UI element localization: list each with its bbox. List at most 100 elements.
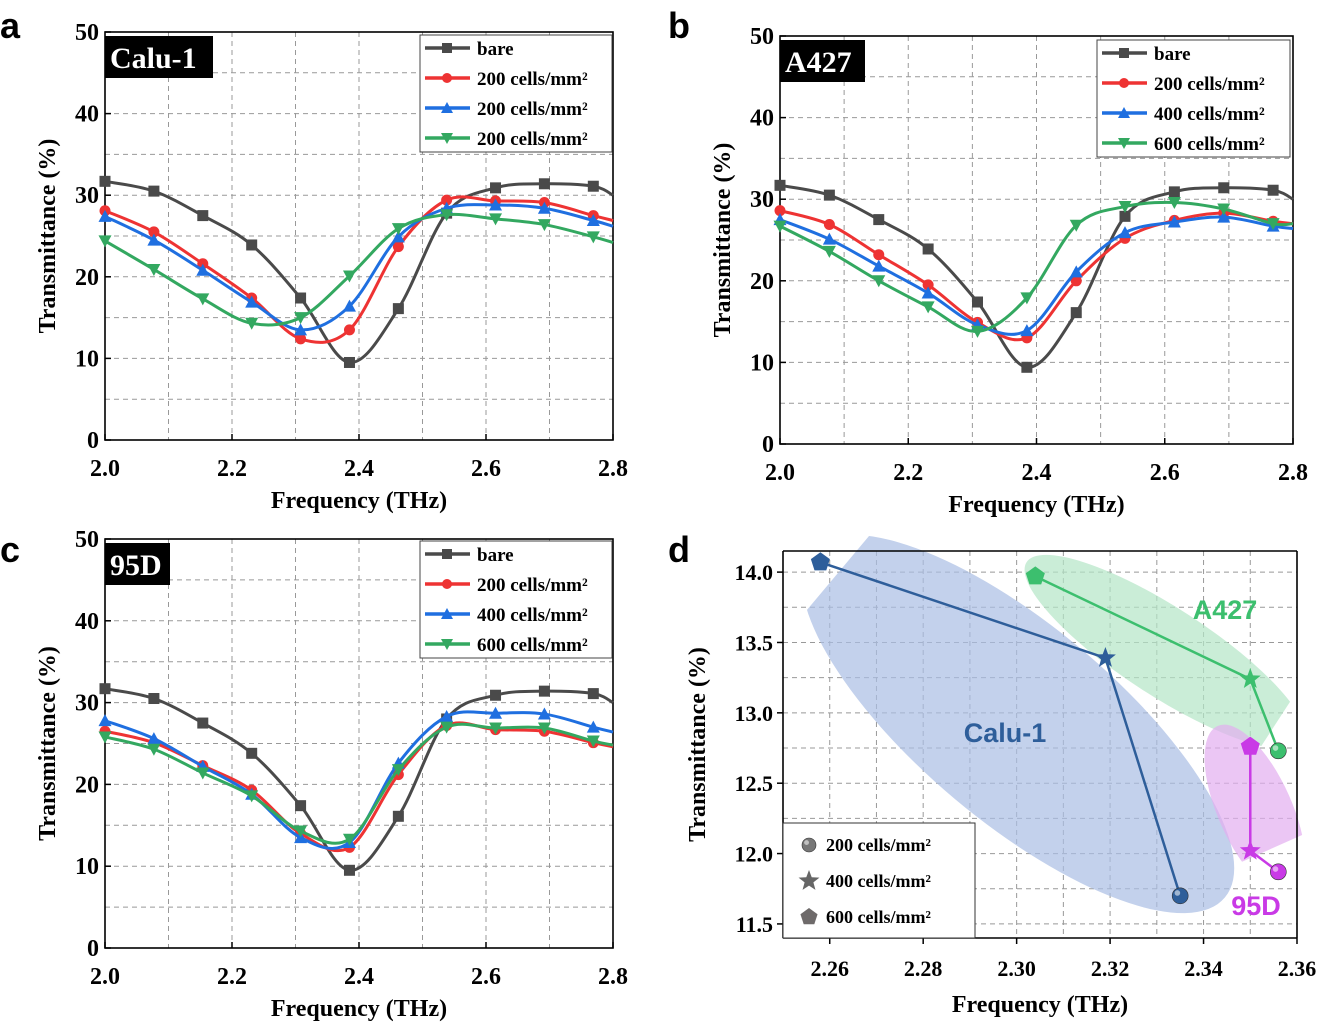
data-point-triangle-down bbox=[1118, 138, 1130, 149]
data-point-triangle bbox=[1118, 226, 1132, 239]
data-point-square bbox=[442, 43, 452, 53]
data-point-triangle-down bbox=[586, 735, 600, 748]
y-tick-label: 12.0 bbox=[735, 842, 774, 867]
x-tick-label: 2.26 bbox=[810, 956, 849, 981]
data-point-circle bbox=[441, 194, 453, 206]
data-point-square bbox=[1021, 361, 1033, 373]
legend-label: bare bbox=[1154, 44, 1191, 65]
data-point-square bbox=[922, 243, 934, 255]
legend-label: 200 cells/mm² bbox=[477, 575, 588, 596]
data-point-triangle-down bbox=[196, 767, 210, 780]
series-3 bbox=[98, 721, 614, 846]
legend-box bbox=[1096, 39, 1291, 158]
cell-line-label bbox=[780, 40, 865, 82]
cell-line-label-bg bbox=[105, 543, 170, 585]
legend-label: 200 cells/mm² bbox=[826, 835, 931, 855]
data-point-triangle-down bbox=[391, 764, 405, 777]
data-point-sphere bbox=[1270, 742, 1287, 760]
cell-line-label-bg bbox=[780, 40, 865, 82]
legend-item: 200 cells/mm² bbox=[425, 129, 588, 150]
data-point-square bbox=[343, 864, 355, 876]
data-point-triangle bbox=[822, 232, 836, 245]
legend-label: 600 cells/mm² bbox=[477, 635, 588, 656]
series-line bbox=[779, 209, 1294, 342]
cluster-ellipse-calu-1 bbox=[801, 534, 1235, 914]
data-point-circle bbox=[392, 241, 404, 253]
y-tick-label: 50 bbox=[75, 20, 99, 46]
x-tick-label: 2.4 bbox=[344, 456, 374, 482]
y-tick-label: 10 bbox=[750, 350, 774, 376]
legend-label: 400 cells/mm² bbox=[826, 871, 931, 891]
legend-item: bare bbox=[425, 39, 514, 60]
data-point-circle bbox=[197, 258, 209, 270]
data-point-square bbox=[490, 182, 502, 194]
legend-label: 400 cells/mm² bbox=[1154, 104, 1265, 125]
legend-label: 400 cells/mm² bbox=[477, 605, 588, 626]
data-point-triangle-down bbox=[245, 790, 259, 803]
data-point-square bbox=[197, 210, 209, 222]
data-point-star bbox=[1239, 668, 1261, 688]
x-tick-label: 2.6 bbox=[471, 456, 501, 482]
cell-line-label-text: A427 bbox=[785, 46, 852, 79]
legend-item: bare bbox=[425, 545, 514, 566]
data-point-circle bbox=[442, 73, 452, 83]
data-point-triangle-down bbox=[872, 275, 886, 288]
data-point-circle bbox=[823, 218, 835, 230]
x-tick-label: 2.0 bbox=[765, 460, 795, 486]
data-point-triangle-down bbox=[971, 325, 985, 338]
y-tick-label: 40 bbox=[75, 609, 99, 635]
cell-line-label bbox=[105, 36, 213, 78]
y-tick-label: 40 bbox=[75, 102, 99, 128]
data-point-square bbox=[538, 685, 550, 697]
data-point-triangle-down bbox=[537, 219, 551, 232]
data-point-square bbox=[1218, 182, 1230, 194]
data-point-triangle-down bbox=[441, 639, 453, 650]
data-point-square bbox=[343, 356, 355, 368]
data-point-triangle-down bbox=[489, 722, 503, 735]
data-point-circle bbox=[295, 333, 307, 345]
data-point-triangle bbox=[98, 714, 112, 727]
data-point-triangle-down bbox=[98, 235, 112, 248]
x-tick-label: 2.4 bbox=[1022, 460, 1052, 486]
data-point-triangle bbox=[147, 233, 161, 246]
data-point-circle bbox=[1070, 275, 1082, 287]
series-line bbox=[779, 200, 1294, 333]
data-point-square bbox=[295, 800, 307, 812]
y-tick-label: 12.5 bbox=[735, 771, 774, 796]
cell-line-label-text: Calu-1 bbox=[110, 42, 197, 75]
data-point-triangle bbox=[440, 710, 454, 723]
data-point-triangle-down bbox=[342, 270, 356, 283]
data-point-square bbox=[246, 239, 258, 251]
data-point-square bbox=[392, 303, 404, 315]
panel-a: a bare 200 cells/mm² 200 cells/mm² 200 cells… bbox=[0, 5, 614, 441]
data-point-triangle bbox=[98, 209, 112, 222]
data-point-triangle-down bbox=[294, 825, 308, 838]
x-tick-label: 2.2 bbox=[217, 964, 247, 990]
data-point-triangle-down bbox=[1266, 218, 1280, 231]
panel-b: b bare 200 cells/mm² 400 cells/mm² 600 cells… bbox=[668, 5, 1294, 445]
data-point-triangle bbox=[586, 720, 600, 733]
y-tick-label: 20 bbox=[75, 772, 99, 798]
legend: bare 200 cells/mm² 200 cells/mm² 200 cells/… bbox=[419, 34, 613, 153]
data-point-circle bbox=[148, 226, 160, 238]
data-point-square bbox=[587, 180, 599, 192]
data-point-triangle-down bbox=[537, 722, 551, 735]
data-point-square bbox=[148, 185, 160, 197]
data-point-triangle-down bbox=[147, 263, 161, 276]
data-point-star bbox=[1094, 646, 1116, 667]
data-point-sphere bbox=[1171, 887, 1189, 905]
legend-item: 200 cells/mm² bbox=[425, 99, 588, 120]
legend-label: 200 cells/mm² bbox=[477, 129, 588, 150]
data-point-triangle-down bbox=[1069, 219, 1083, 232]
data-point-circle bbox=[873, 249, 885, 261]
data-point-triangle-down bbox=[1217, 203, 1231, 216]
data-point-triangle-down bbox=[440, 721, 454, 734]
data-point-pentagon bbox=[810, 552, 830, 571]
data-point-square bbox=[148, 693, 160, 705]
series-2 bbox=[773, 210, 1294, 337]
data-point-triangle-down bbox=[822, 245, 836, 258]
data-point-square bbox=[246, 747, 258, 759]
y-tick-label: 10 bbox=[75, 854, 99, 880]
data-point-circle bbox=[343, 324, 355, 336]
y-tick-label: 30 bbox=[75, 183, 99, 209]
